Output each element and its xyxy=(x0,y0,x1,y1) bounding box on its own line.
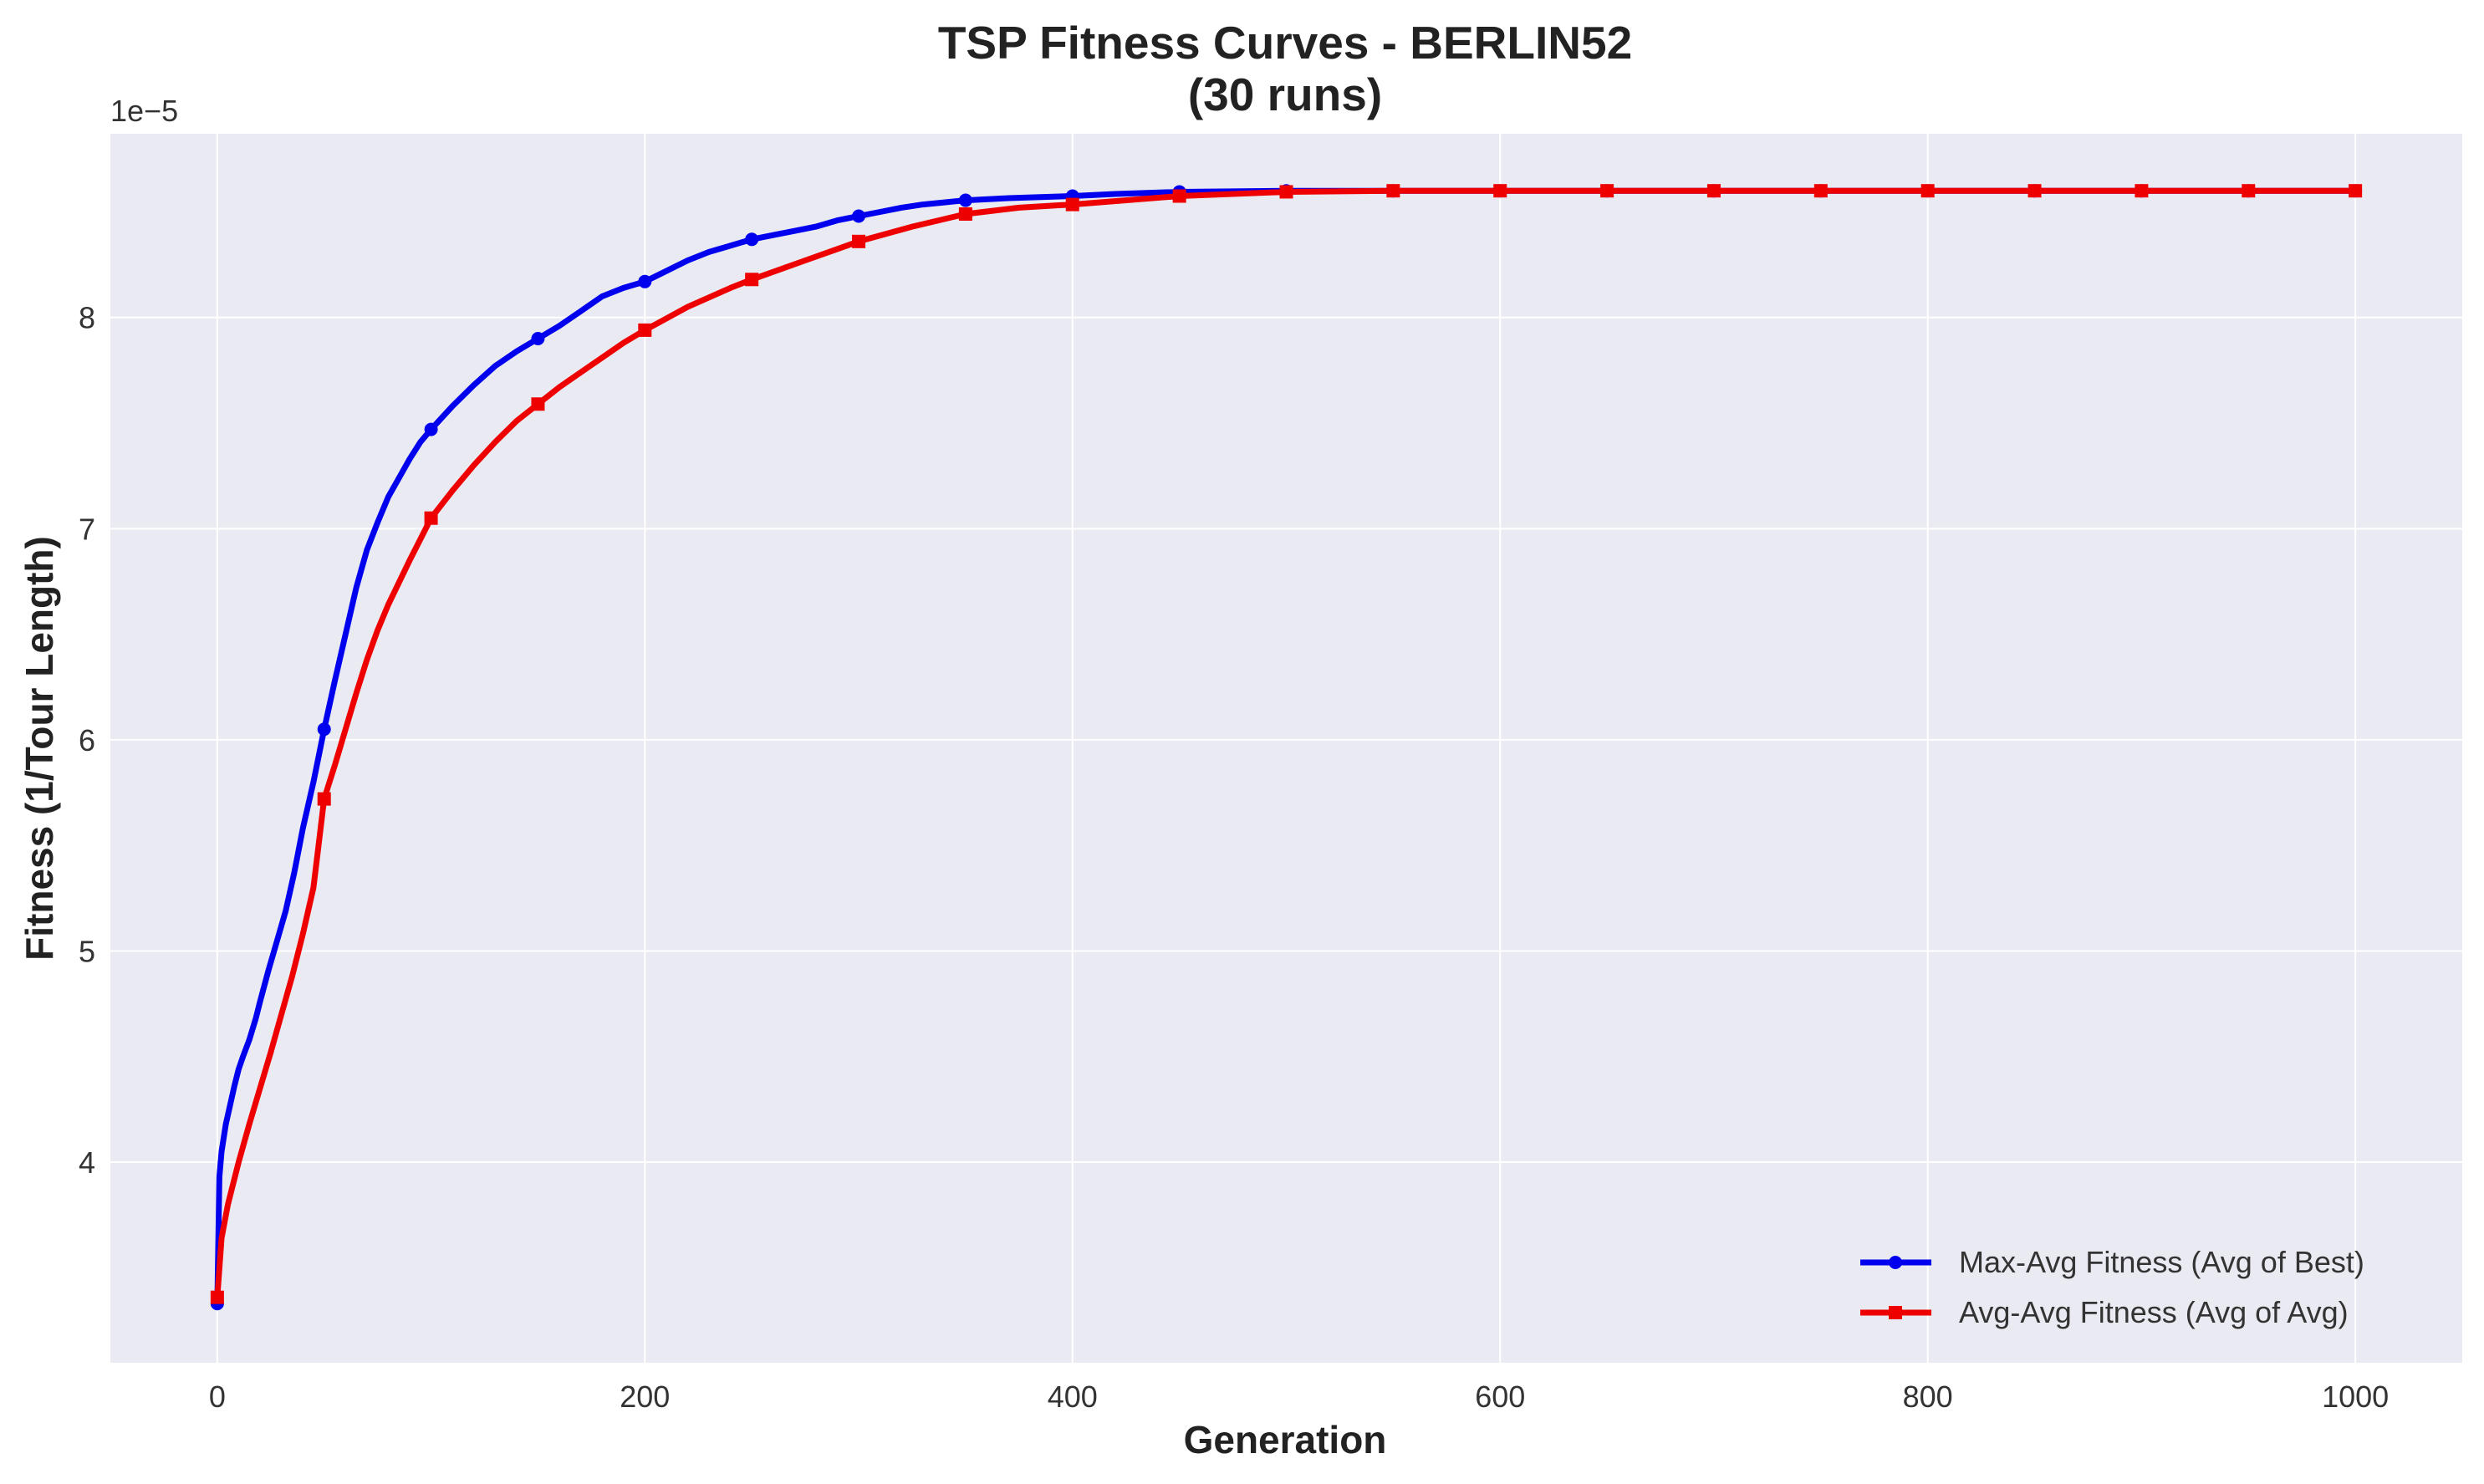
y-offset-label: 1e−5 xyxy=(110,94,178,128)
series-0-marker xyxy=(745,232,759,247)
legend-label-max-avg: Max-Avg Fitness (Avg of Best) xyxy=(1959,1245,2364,1279)
series-0-marker xyxy=(852,209,866,223)
series-1-marker xyxy=(2349,184,2363,198)
series-1-marker xyxy=(638,323,652,337)
series-1-marker xyxy=(1706,184,1721,198)
series-1-marker xyxy=(2242,184,2256,198)
y-tick-label: 5 xyxy=(79,934,95,968)
grid-lines xyxy=(110,134,2462,1363)
tick-labels: 0 200 400 600 800 1000 4 5 6 7 8 xyxy=(79,301,2389,1414)
series-1-marker xyxy=(1920,184,1935,198)
x-axis-label: Generation xyxy=(1184,1418,1387,1461)
series-1-marker xyxy=(1813,184,1828,198)
y-tick-label: 6 xyxy=(79,723,95,757)
legend-marker-max-avg xyxy=(1889,1256,1902,1269)
series-1-marker xyxy=(1065,197,1079,212)
series-0-marker xyxy=(531,332,545,345)
chart-title-line2: (30 runs) xyxy=(1188,69,1382,120)
series-1-marker xyxy=(1493,184,1507,198)
chart-title-line1: TSP Fitness Curves - BERLIN52 xyxy=(938,17,1632,69)
series-0-marker xyxy=(424,422,438,436)
y-tick-label: 4 xyxy=(79,1145,95,1180)
series-layer xyxy=(210,184,2363,1311)
series-1-marker xyxy=(317,792,331,806)
legend-label-avg-avg: Avg-Avg Fitness (Avg of Avg) xyxy=(1959,1295,2349,1329)
series-1-marker xyxy=(1172,189,1186,203)
series-1-marker xyxy=(745,273,759,287)
plot-area xyxy=(110,134,2462,1363)
x-tick-label: 400 xyxy=(1048,1379,1098,1414)
x-tick-label: 200 xyxy=(620,1379,670,1414)
series-0-marker xyxy=(638,274,652,288)
series-line-1 xyxy=(214,187,2359,1301)
series-1-marker xyxy=(1386,184,1400,198)
series-1-marker xyxy=(2027,184,2042,198)
legend: Max-Avg Fitness (Avg of Best) Avg-Avg Fi… xyxy=(1860,1245,2364,1329)
y-axis-label: Fitness (1/Tour Length) xyxy=(18,536,61,961)
legend-marker-avg-avg xyxy=(1889,1306,1902,1319)
series-line-0 xyxy=(214,187,2359,1307)
series-1-marker xyxy=(852,234,866,248)
x-tick-label: 0 xyxy=(209,1379,226,1414)
x-tick-label: 1000 xyxy=(2322,1379,2389,1414)
series-0-marker xyxy=(317,722,331,737)
series-1-marker xyxy=(424,511,438,525)
series-1-marker xyxy=(1279,185,1293,199)
series-1-marker xyxy=(2135,184,2149,198)
y-tick-label: 8 xyxy=(79,301,95,335)
series-1-marker xyxy=(210,1290,224,1304)
x-tick-label: 800 xyxy=(1903,1379,1953,1414)
y-tick-label: 7 xyxy=(79,512,95,546)
x-tick-label: 600 xyxy=(1475,1379,1525,1414)
series-0-marker xyxy=(958,193,972,207)
series-1-marker xyxy=(958,207,972,221)
series-1-marker xyxy=(531,397,545,411)
series-1-marker xyxy=(1600,184,1614,198)
